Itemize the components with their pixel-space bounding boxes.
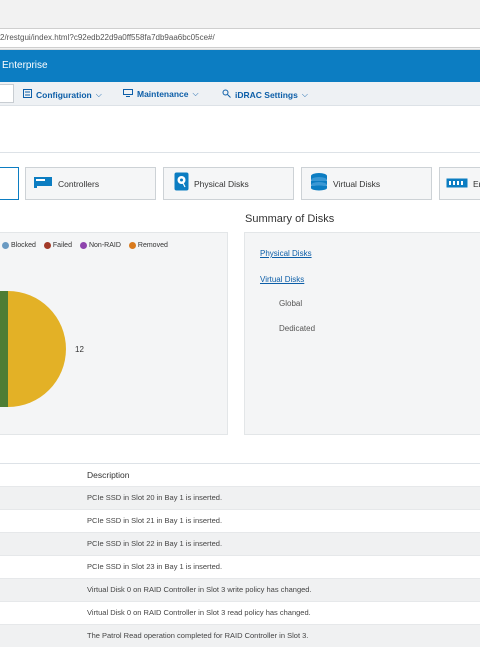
menu-maintenance[interactable]: Maintenance ⌵ <box>123 89 199 99</box>
summary-link-virtual-disks[interactable]: Virtual Disks <box>260 275 305 284</box>
log-table-header: Description <box>0 464 480 486</box>
tile-enclosures-label: En <box>473 178 480 189</box>
main-menu-bar: Configuration ⌵ Maintenance ⌵ iDRAC Sett… <box>0 82 480 106</box>
table-row[interactable]: PCIe SSD in Slot 23 in Bay 1 is inserted… <box>0 555 480 578</box>
menu-configuration[interactable]: Configuration ⌵ <box>23 89 102 100</box>
summary-title: Summary of Disks <box>245 213 335 225</box>
menu-idrac-settings-label: iDRAC Settings <box>235 89 298 100</box>
table-row[interactable]: PCIe SSD in Slot 21 in Bay 1 is inserted… <box>0 509 480 532</box>
tile-physical-disks[interactable]: Physical Disks <box>163 167 294 200</box>
table-row[interactable]: Virtual Disk 0 on RAID Controller in Slo… <box>0 601 480 624</box>
column-header-description[interactable]: Description <box>87 470 130 480</box>
browser-toolbar: 2/restgui/index.html?c92edb22d9a0ff558fa… <box>0 0 480 50</box>
tile-virtual-disks[interactable]: Virtual Disks <box>301 167 432 200</box>
legend-label: Blocked <box>11 242 36 249</box>
legend-dot-icon <box>79 242 87 249</box>
legend-label: Non-RAID <box>88 242 121 249</box>
configuration-icon <box>23 89 32 100</box>
legend-label: Failed <box>52 242 72 249</box>
tile-controllers[interactable]: Controllers <box>25 167 156 200</box>
summary-item-dedicated: Dedicated <box>279 324 316 333</box>
summary-link-physical-disks[interactable]: Physical Disks <box>260 249 312 258</box>
menu-stub-box[interactable] <box>0 84 14 103</box>
maintenance-icon <box>123 89 133 99</box>
tile-summary[interactable] <box>0 167 19 200</box>
legend-item-non-raid[interactable]: Non-RAID <box>79 242 121 249</box>
legend-dot-icon <box>43 242 51 249</box>
legend-label: Removed <box>137 242 168 249</box>
menu-idrac-settings[interactable]: iDRAC Settings ⌵ <box>222 89 308 100</box>
table-row[interactable]: PCIe SSD in Slot 20 in Bay 1 is inserted… <box>0 486 480 509</box>
tile-enclosures[interactable]: En <box>439 167 480 200</box>
address-bar[interactable] <box>0 28 480 48</box>
divider <box>0 152 480 153</box>
controller-icon <box>33 174 53 193</box>
pie-data-label: 12 <box>75 345 84 354</box>
log-description: PCIe SSD in Slot 23 in Bay 1 is inserted… <box>87 562 223 571</box>
tile-controllers-label: Controllers <box>58 178 100 189</box>
menu-maintenance-label: Maintenance <box>137 89 189 99</box>
summary-item-global: Global <box>279 299 303 308</box>
chevron-down-icon: ⌵ <box>192 89 199 98</box>
pie-slice[interactable] <box>8 291 66 407</box>
log-description: PCIe SSD in Slot 21 in Bay 1 is inserted… <box>87 516 223 525</box>
virtual-disk-icon <box>310 172 328 196</box>
log-description: PCIe SSD in Slot 20 in Bay 1 is inserted… <box>87 493 223 502</box>
tile-physical-disks-label: Physical Disks <box>194 178 249 189</box>
enclosure-icon <box>446 175 468 193</box>
address-bar-url[interactable]: 2/restgui/index.html?c92edb22d9a0ff558fa… <box>0 33 215 42</box>
brand-title: Enterprise <box>2 60 48 71</box>
idrac-settings-icon <box>222 89 231 100</box>
chevron-down-icon: ⌵ <box>301 89 308 99</box>
log-description: The Patrol Read operation completed for … <box>87 631 309 640</box>
legend-dot-icon <box>2 242 9 249</box>
legend-item-failed[interactable]: Failed <box>43 242 72 249</box>
summary-panel <box>244 232 480 435</box>
brand-bar: Enterprise <box>0 50 480 82</box>
legend-item-removed[interactable]: Removed <box>128 242 168 249</box>
disk-status-pie-chart: 12 <box>0 291 84 407</box>
table-row[interactable]: The Patrol Read operation completed for … <box>0 624 480 647</box>
log-description: Virtual Disk 0 on RAID Controller in Slo… <box>87 585 312 594</box>
legend-dot-icon <box>128 242 136 249</box>
log-description: Virtual Disk 0 on RAID Controller in Slo… <box>87 608 311 617</box>
physical-disk-icon <box>174 172 189 196</box>
table-row[interactable]: Virtual Disk 0 on RAID Controller in Slo… <box>0 578 480 601</box>
divider <box>0 463 480 464</box>
legend-item-blocked[interactable]: Blocked <box>2 242 36 249</box>
chevron-down-icon: ⌵ <box>95 89 102 99</box>
tile-virtual-disks-label: Virtual Disks <box>333 178 381 189</box>
log-description: PCIe SSD in Slot 22 in Bay 1 is inserted… <box>87 539 223 548</box>
pie-slice[interactable] <box>0 291 8 407</box>
menu-configuration-label: Configuration <box>36 89 92 100</box>
table-row[interactable]: PCIe SSD in Slot 22 in Bay 1 is inserted… <box>0 532 480 555</box>
chart-legend: Blocked Failed Non-RAID Removed <box>2 242 168 249</box>
